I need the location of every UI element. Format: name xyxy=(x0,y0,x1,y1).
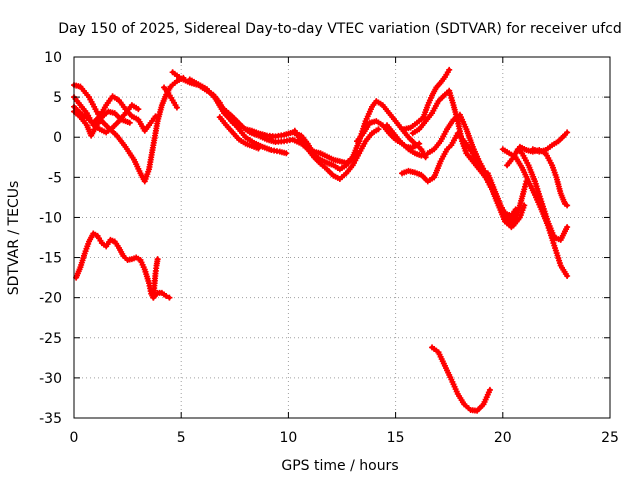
y-tick-label: 10 xyxy=(44,50,62,66)
data-point xyxy=(126,119,133,126)
data-point xyxy=(418,152,425,159)
series-arc-12 xyxy=(291,127,361,166)
y-tick-label: -20 xyxy=(39,291,62,307)
data-point xyxy=(375,126,382,133)
data-point xyxy=(135,106,142,113)
series-arc-1 xyxy=(71,74,187,185)
data-point xyxy=(486,386,493,393)
series-arc-11 xyxy=(216,114,262,152)
data-point xyxy=(446,66,453,73)
y-tick-label: -15 xyxy=(39,251,62,267)
data-point xyxy=(255,145,262,152)
y-tick-label: -30 xyxy=(39,371,62,387)
x-tick-label: 5 xyxy=(177,430,186,446)
data-point xyxy=(173,104,180,111)
data-series xyxy=(71,66,571,414)
data-point xyxy=(166,294,173,301)
series-arc-24 xyxy=(529,129,571,155)
y-tick-label: -10 xyxy=(39,210,62,226)
axis-ticks: 0 5 10 15 20 25 -35 -30 -25 -20 -15 -10 -5 0 5 10 xyxy=(39,50,619,446)
series-arc-7 xyxy=(150,256,161,301)
data-point xyxy=(564,129,571,136)
y-tick-label: 5 xyxy=(53,90,62,106)
series-arc-20 xyxy=(429,344,493,414)
series-arc-18 xyxy=(424,111,530,231)
data-point xyxy=(283,150,290,157)
x-axis-label: GPS time / hours xyxy=(281,458,398,474)
data-point xyxy=(564,224,571,231)
y-axis-label: SDTVAR / TECUs xyxy=(6,181,22,296)
y-tick-label: 0 xyxy=(53,130,62,146)
series-arc-5 xyxy=(161,84,180,111)
data-point xyxy=(416,140,423,147)
data-point xyxy=(354,148,361,155)
series-arc-4 xyxy=(71,94,142,136)
plot-frame xyxy=(73,56,611,419)
y-tick-label: -25 xyxy=(39,331,62,347)
data-point xyxy=(564,202,571,209)
chart-title: Day 150 of 2025, Sidereal Day-to-day VTE… xyxy=(58,21,622,37)
y-tick-label: -5 xyxy=(48,170,62,186)
data-point xyxy=(521,202,528,209)
series-arc-9 xyxy=(186,76,290,157)
series-arc-14 xyxy=(384,122,423,151)
data-point xyxy=(163,293,170,300)
series-arc-19 xyxy=(484,170,528,229)
x-tick-label: 0 xyxy=(70,430,79,446)
data-point xyxy=(422,154,429,161)
x-tick-label: 10 xyxy=(279,430,297,446)
data-point xyxy=(154,256,161,263)
data-point xyxy=(564,273,571,280)
y-tick-label: -35 xyxy=(39,411,62,427)
x-tick-label: 15 xyxy=(387,430,405,446)
data-point xyxy=(152,113,159,120)
series-arc-15 xyxy=(401,66,453,133)
x-tick-label: 25 xyxy=(601,430,619,446)
x-tick-label: 20 xyxy=(494,430,512,446)
series-arc-22 xyxy=(504,146,571,243)
